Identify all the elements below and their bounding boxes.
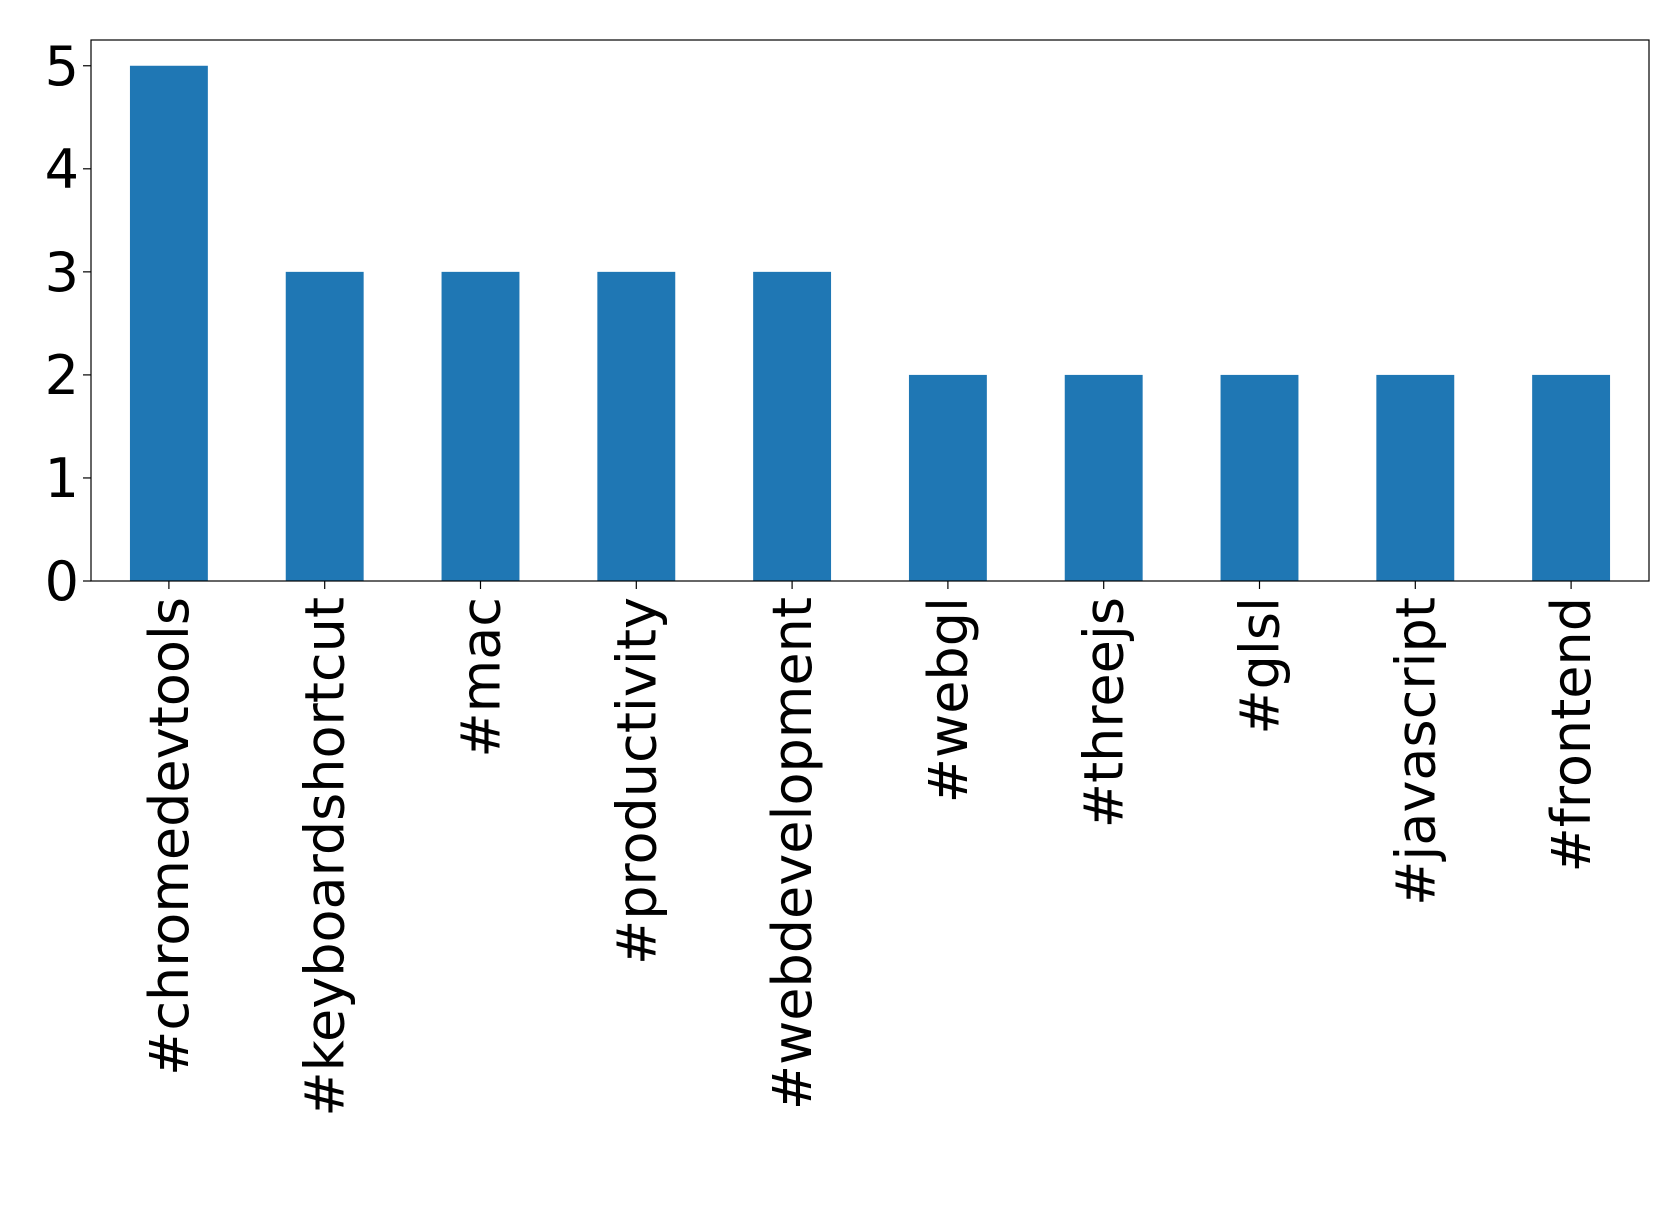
bar: [285, 271, 364, 581]
x-tick-label: #threejs: [1073, 597, 1136, 828]
y-tick-label: 3: [45, 241, 79, 304]
y-tick-label: 1: [45, 447, 79, 510]
x-tick-label: #webgl: [917, 597, 980, 803]
bar: [1064, 374, 1143, 581]
y-tick-label: 5: [45, 35, 79, 98]
bar: [1532, 374, 1611, 581]
bar: [597, 271, 676, 581]
y-tick-label: 0: [45, 550, 79, 613]
x-tick-label: #keyboardshortcut: [294, 597, 357, 1117]
bar: [908, 374, 987, 581]
bar: [1376, 374, 1455, 581]
x-tick-label: #mac: [450, 597, 513, 758]
bar: [441, 271, 520, 581]
bar: [1220, 374, 1299, 581]
plot-frame: [90, 39, 1650, 582]
x-tick-label: #chromedevtools: [138, 597, 201, 1076]
y-tick-label: 2: [45, 344, 79, 407]
x-tick-label: #webdevelopment: [761, 597, 824, 1110]
x-tick-label: #glsl: [1229, 597, 1292, 735]
y-tick-label: 4: [45, 138, 79, 201]
x-tick-label: #frontend: [1540, 597, 1603, 872]
bar: [129, 65, 208, 581]
x-tick-label: #productivity: [605, 597, 668, 965]
x-tick-label: #javascript: [1384, 597, 1447, 906]
bar: [753, 271, 832, 581]
